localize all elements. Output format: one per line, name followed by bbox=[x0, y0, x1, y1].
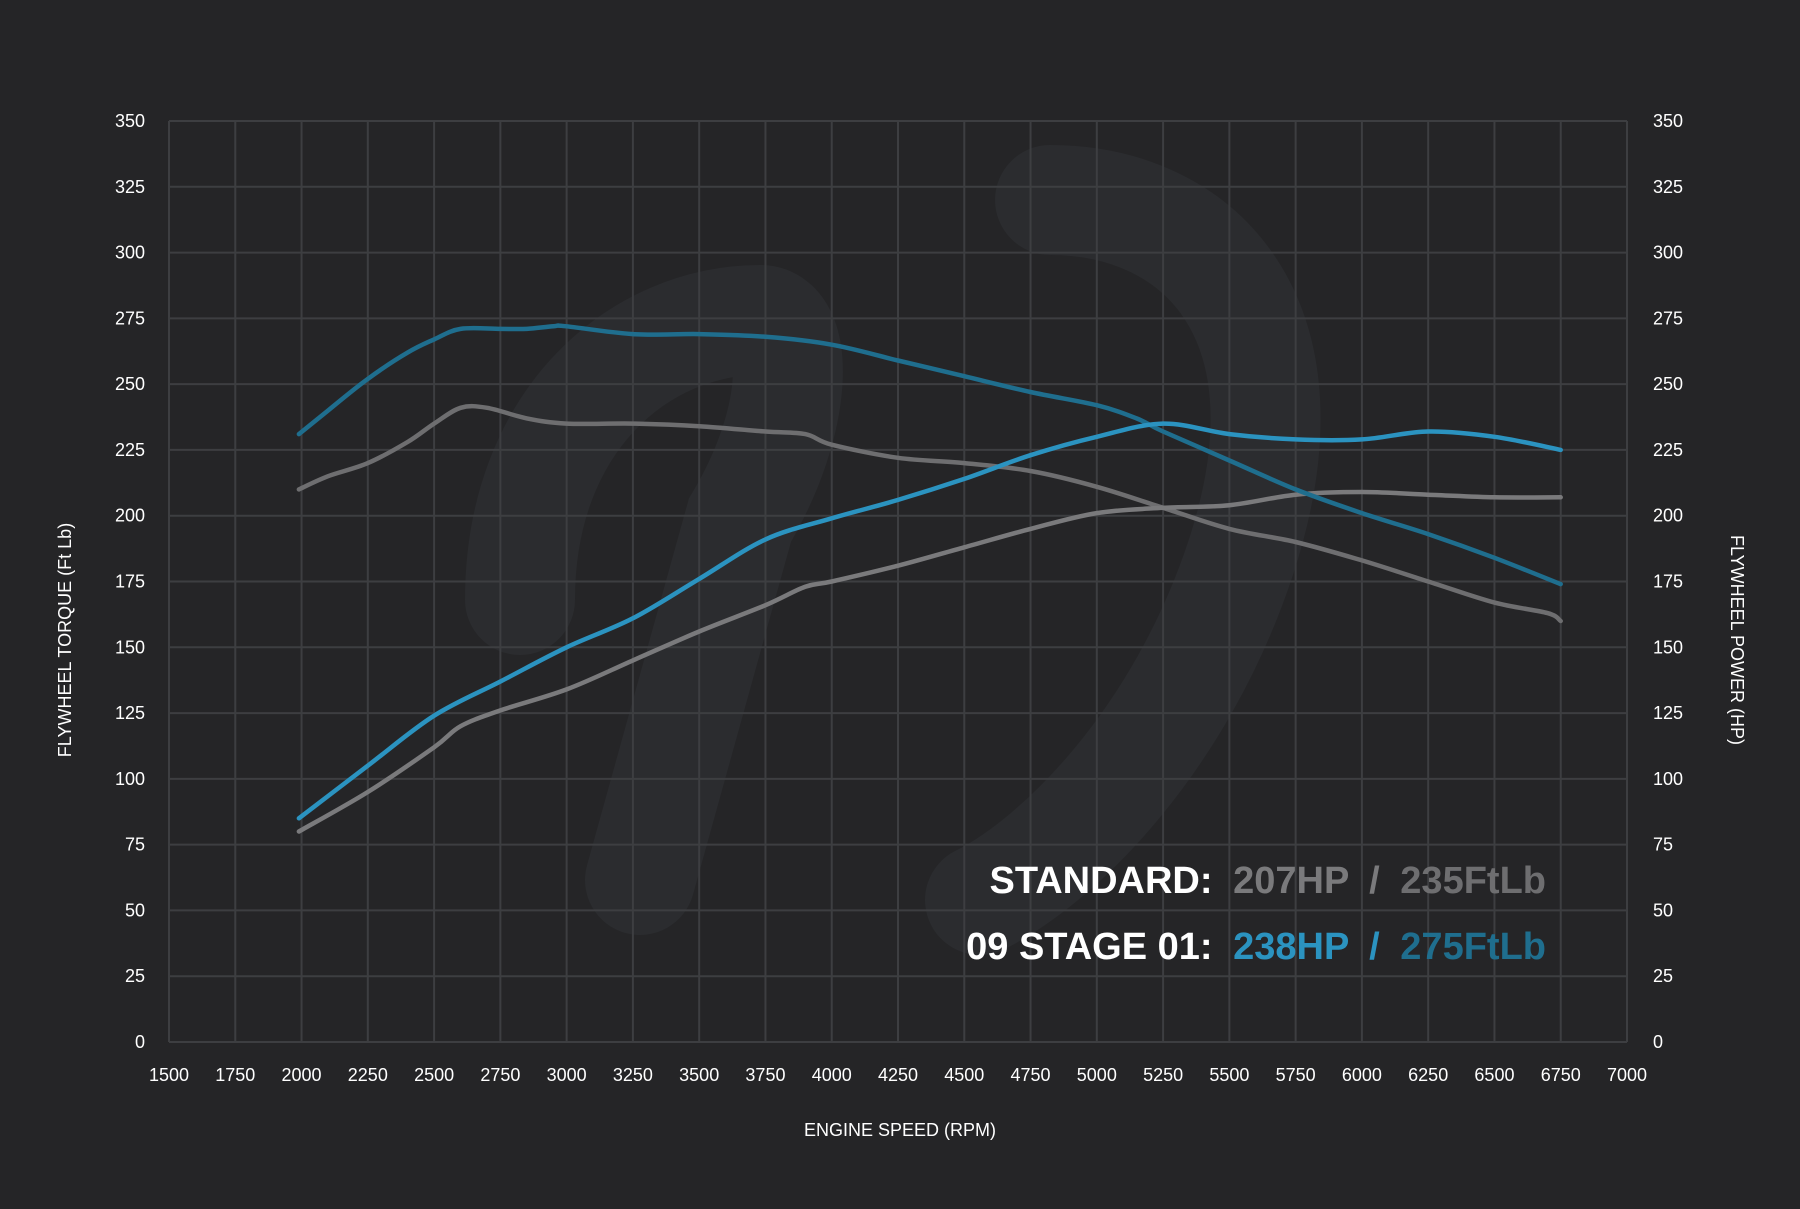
y-tick-label-left: 0 bbox=[135, 1032, 145, 1052]
y-tick-label-left: 150 bbox=[115, 637, 145, 657]
y-tick-label-left: 25 bbox=[125, 966, 145, 986]
y-tick-label-left: 125 bbox=[115, 703, 145, 723]
x-tick-label: 4500 bbox=[944, 1065, 984, 1085]
x-tick-label: 3750 bbox=[745, 1065, 785, 1085]
x-tick-label: 3500 bbox=[679, 1065, 719, 1085]
y-tick-label-left: 350 bbox=[115, 111, 145, 131]
y-tick-label-right: 300 bbox=[1653, 243, 1683, 263]
summary-stage-line: 09 STAGE 01: 238HP / 275FtLb bbox=[966, 926, 1546, 968]
y-tick-label-right: 75 bbox=[1653, 835, 1673, 855]
y-tick-label-right: 200 bbox=[1653, 506, 1683, 526]
x-tick-label: 6250 bbox=[1408, 1065, 1448, 1085]
x-tick-label: 4250 bbox=[878, 1065, 918, 1085]
x-tick-label: 6000 bbox=[1342, 1065, 1382, 1085]
watermark-logo bbox=[465, 145, 1321, 955]
x-tick-label: 4000 bbox=[812, 1065, 852, 1085]
x-tick-label: 2000 bbox=[282, 1065, 322, 1085]
y-tick-label-left: 250 bbox=[115, 374, 145, 394]
series-line-stage-power bbox=[296, 421, 1563, 821]
y-tick-label-left: 325 bbox=[115, 177, 145, 197]
series-layer bbox=[296, 323, 1563, 834]
summary-standard-hp: 207HP bbox=[1233, 860, 1349, 902]
y-tick-label-right: 350 bbox=[1653, 111, 1683, 131]
x-tick-label: 3250 bbox=[613, 1065, 653, 1085]
y-tick-label-right: 100 bbox=[1653, 769, 1683, 789]
y-axis-title-left: FLYWHEEL TORQUE (Ft Lb) bbox=[55, 523, 75, 757]
y-tick-label-left: 100 bbox=[115, 769, 145, 789]
x-tick-label: 5250 bbox=[1143, 1065, 1183, 1085]
y-tick-label-left: 75 bbox=[125, 835, 145, 855]
x-tick-label: 5500 bbox=[1209, 1065, 1249, 1085]
x-tick-label: 1500 bbox=[149, 1065, 189, 1085]
y-tick-label-left: 300 bbox=[115, 243, 145, 263]
series-line-stage-torque bbox=[296, 323, 1563, 587]
series-line-standard-torque bbox=[296, 403, 1563, 624]
watermark-stroke-left bbox=[465, 264, 843, 935]
x-tick-label: 6500 bbox=[1474, 1065, 1514, 1085]
summary-stage-torque: 275FtLb bbox=[1400, 926, 1546, 968]
y-tick-label-right: 0 bbox=[1653, 1032, 1663, 1052]
y-tick-label-right: 225 bbox=[1653, 440, 1683, 460]
y-tick-label-left: 275 bbox=[115, 308, 145, 328]
summary-standard-sep: / bbox=[1369, 860, 1380, 902]
y-tick-label-right: 25 bbox=[1653, 966, 1673, 986]
y-tick-label-left: 200 bbox=[115, 506, 145, 526]
y-tick-label-right: 50 bbox=[1653, 900, 1673, 920]
summary-stage-sep: / bbox=[1369, 926, 1380, 968]
y-tick-label-right: 125 bbox=[1653, 703, 1683, 723]
y-tick-label-right: 325 bbox=[1653, 177, 1683, 197]
summary-stage-hp: 238HP bbox=[1233, 926, 1349, 968]
x-tick-label: 6750 bbox=[1541, 1065, 1581, 1085]
x-tick-label: 2500 bbox=[414, 1065, 454, 1085]
x-tick-label: 2250 bbox=[348, 1065, 388, 1085]
y-tick-label-left: 50 bbox=[125, 900, 145, 920]
y-tick-label-right: 150 bbox=[1653, 637, 1683, 657]
x-tick-labels: 1500 1750 2000 2250 2500 2750 3000 3250 3500 3750… bbox=[149, 1065, 1647, 1085]
y-tick-label-right: 250 bbox=[1653, 374, 1683, 394]
x-tick-label: 5000 bbox=[1077, 1065, 1117, 1085]
x-tick-label: 4750 bbox=[1011, 1065, 1051, 1085]
y-tick-label-left: 175 bbox=[115, 572, 145, 592]
y-axis-title-right: FLYWHEEL POWER (HP) bbox=[1727, 535, 1747, 745]
summary-stage-label: 09 STAGE 01: bbox=[966, 926, 1212, 968]
y-tick-label-right: 275 bbox=[1653, 308, 1683, 328]
x-tick-label: 5750 bbox=[1276, 1065, 1316, 1085]
watermark-stroke-right bbox=[925, 145, 1321, 955]
y-tick-label-left: 225 bbox=[115, 440, 145, 460]
y-tick-labels-right: 0 25 50 75 100 125 150 175 200 225 250 275 300 325 350 bbox=[1653, 111, 1683, 1052]
y-tick-label-right: 175 bbox=[1653, 572, 1683, 592]
summary-standard-torque: 235FtLb bbox=[1400, 860, 1546, 902]
series-line-standard-power bbox=[296, 489, 1563, 834]
x-tick-label: 3000 bbox=[547, 1065, 587, 1085]
x-tick-label: 2750 bbox=[480, 1065, 520, 1085]
x-tick-label: 1750 bbox=[215, 1065, 255, 1085]
x-tick-label: 7000 bbox=[1607, 1065, 1647, 1085]
summary-standard-line: STANDARD: 207HP / 235FtLb bbox=[989, 860, 1546, 902]
summary-standard-label: STANDARD: bbox=[989, 860, 1212, 902]
y-tick-labels-left: 0 25 50 75 100 125 150 175 200 225 250 275 300 325 350 bbox=[115, 111, 145, 1052]
x-axis-title: ENGINE SPEED (RPM) bbox=[804, 1120, 996, 1140]
